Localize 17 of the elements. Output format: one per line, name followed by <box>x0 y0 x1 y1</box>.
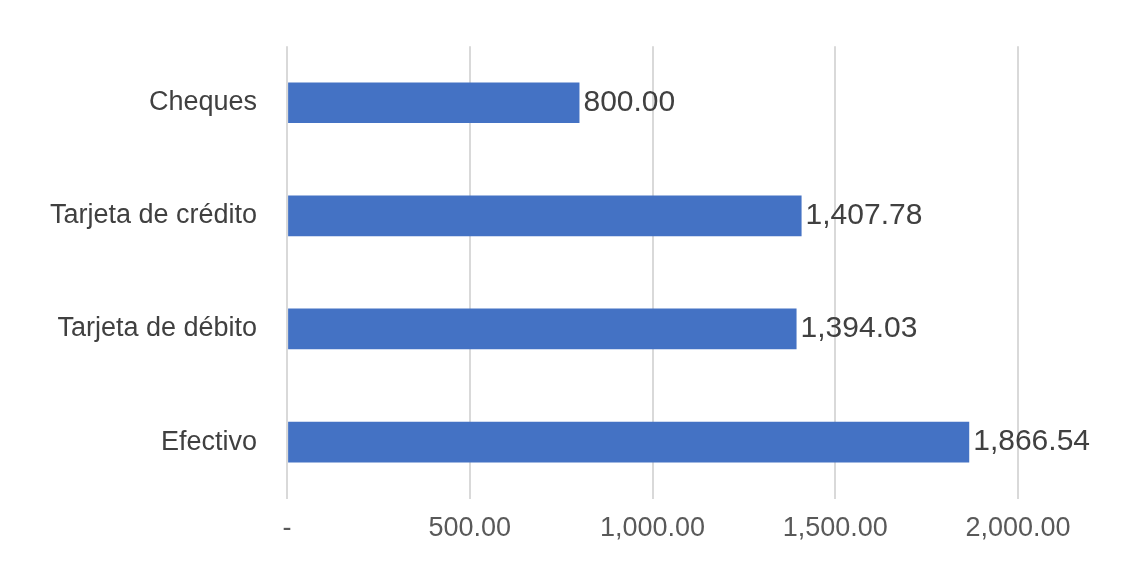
data-label: 800.00 <box>583 84 676 118</box>
x-tick-label: - <box>282 512 292 543</box>
x-tick-label: 2,000.00 <box>965 512 1071 543</box>
y-tick-label: Efectivo <box>161 425 258 456</box>
x-tick-label: 1,500.00 <box>782 512 888 543</box>
x-tick-label: 1,000.00 <box>600 512 706 543</box>
bar <box>288 421 970 463</box>
bar <box>288 82 580 124</box>
data-label: 1,394.03 <box>800 310 918 344</box>
bar <box>288 308 797 350</box>
bar <box>288 195 802 237</box>
data-label: 1,407.78 <box>805 197 923 231</box>
y-tick-label: Cheques <box>149 86 258 117</box>
y-tick-label: Tarjeta de crédito <box>49 199 258 230</box>
x-tick-label: 500.00 <box>428 512 512 543</box>
data-label: 1,866.54 <box>973 423 1091 457</box>
y-tick-label: Tarjeta de débito <box>57 312 258 343</box>
